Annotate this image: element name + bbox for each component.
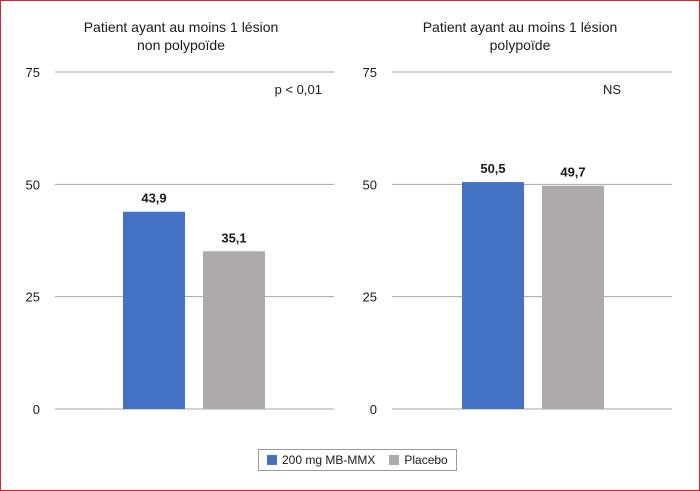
chart-right-y-tick-75: 75 [363, 65, 377, 80]
chart-right-y-tick-0: 0 [370, 402, 377, 417]
legend-label-placebo: Placebo [404, 453, 448, 467]
chart-left-y-tick-25: 25 [26, 290, 40, 305]
chart-left-title-line1: Patient ayant au moins 1 lésion [84, 19, 279, 35]
legend-swatch-treatment [267, 455, 277, 465]
chart-left-data-label-treatment: 43,9 [141, 191, 166, 206]
legend-label-treatment: 200 mg MB-MMX [282, 453, 376, 467]
chart-left-bar-treatment [123, 211, 185, 409]
legend-item-treatment: 200 mg MB-MMX [267, 453, 375, 467]
chart-left-y-tick-0: 0 [33, 402, 40, 417]
chart-left-data-label-placebo: 35,1 [221, 230, 246, 245]
chart-left-y-ticks: 75 50 25 0 [26, 65, 40, 417]
chart-right-bars [462, 182, 604, 409]
legend: 200 mg MB-MMX Placebo [258, 449, 457, 471]
legend-item-placebo: Placebo [389, 453, 448, 467]
legend-swatch-placebo [389, 455, 400, 465]
chart-left-y-tick-50: 50 [26, 177, 40, 192]
chart-right-bar-placebo [542, 185, 604, 409]
chart-left: Patient ayant au moins 1 lésion non poly… [26, 19, 334, 417]
chart-left-bars [123, 211, 265, 409]
chart-right-data-label-placebo: 49,7 [560, 165, 585, 180]
chart-left-bar-placebo [203, 251, 265, 409]
chart-left-data-labels: 43,9 35,1 [141, 191, 246, 246]
chart-right-data-label-treatment: 50,5 [480, 161, 505, 176]
chart-left-title-line2: non polypoïde [137, 37, 225, 53]
chart-right-bar-treatment [462, 182, 524, 409]
chart-left-grid [55, 71, 334, 410]
chart-right-y-tick-25: 25 [363, 290, 377, 305]
chart-left-annotation: p < 0,01 [275, 82, 322, 97]
chart-right-title-line1: Patient ayant au moins 1 lésion [423, 19, 618, 35]
chart-left-y-tick-75: 75 [26, 65, 40, 80]
chart-right-y-ticks: 75 50 25 0 [363, 65, 377, 417]
chart-right-title-line2: polypoïde [490, 37, 551, 53]
chart-right-data-labels: 50,5 49,7 [480, 161, 585, 180]
chart-right: Patient ayant au moins 1 lésion polypoïd… [363, 19, 672, 417]
chart-right-grid [392, 71, 672, 410]
chart-right-y-tick-50: 50 [363, 177, 377, 192]
chart-right-annotation: NS [603, 82, 621, 97]
